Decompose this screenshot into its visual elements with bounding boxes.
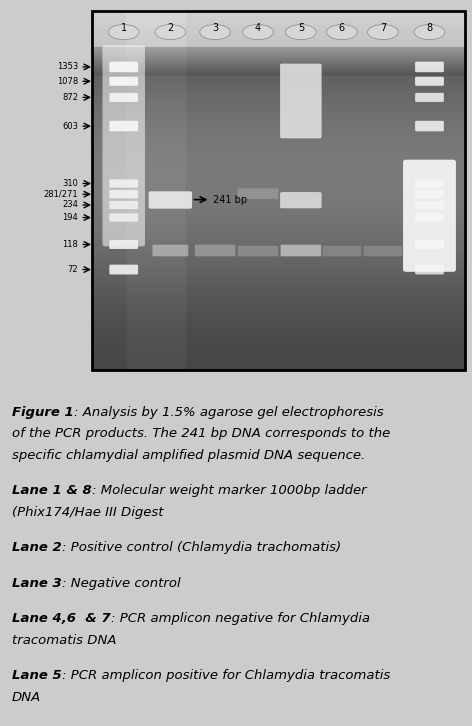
Ellipse shape xyxy=(155,25,185,40)
FancyBboxPatch shape xyxy=(415,201,444,209)
Text: : PCR amplicon negative for Chlamydia: : PCR amplicon negative for Chlamydia xyxy=(110,612,370,625)
FancyBboxPatch shape xyxy=(280,245,321,256)
FancyBboxPatch shape xyxy=(102,45,145,246)
FancyBboxPatch shape xyxy=(415,213,444,221)
Text: DNA: DNA xyxy=(12,691,41,704)
FancyBboxPatch shape xyxy=(149,192,192,208)
Text: : PCR amplicon positive for Chlamydia tracomatis: : PCR amplicon positive for Chlamydia tr… xyxy=(62,669,390,682)
FancyBboxPatch shape xyxy=(238,188,278,199)
FancyBboxPatch shape xyxy=(110,240,138,249)
FancyBboxPatch shape xyxy=(415,240,444,249)
Text: 1: 1 xyxy=(121,23,127,33)
FancyBboxPatch shape xyxy=(280,192,321,208)
Text: 241 bp: 241 bp xyxy=(213,195,247,205)
Ellipse shape xyxy=(243,25,273,40)
Text: 6: 6 xyxy=(339,23,345,33)
Text: 1078: 1078 xyxy=(57,77,78,86)
FancyBboxPatch shape xyxy=(238,246,278,256)
Text: 8: 8 xyxy=(426,23,432,33)
Text: 281/271: 281/271 xyxy=(43,189,78,199)
FancyBboxPatch shape xyxy=(152,245,188,256)
FancyBboxPatch shape xyxy=(110,265,138,274)
Text: 72: 72 xyxy=(67,265,78,274)
Text: 3: 3 xyxy=(212,23,218,33)
Text: 1353: 1353 xyxy=(57,62,78,71)
FancyBboxPatch shape xyxy=(110,190,138,198)
Text: Lane 1 & 8: Lane 1 & 8 xyxy=(12,484,92,497)
FancyBboxPatch shape xyxy=(415,121,444,131)
FancyBboxPatch shape xyxy=(110,93,138,102)
Text: specific chlamydial amplified plasmid DNA sequence.: specific chlamydial amplified plasmid DN… xyxy=(12,449,365,462)
Text: : Negative control: : Negative control xyxy=(62,576,180,590)
Ellipse shape xyxy=(109,25,139,40)
Text: 5: 5 xyxy=(298,23,304,33)
FancyBboxPatch shape xyxy=(415,62,444,72)
FancyBboxPatch shape xyxy=(110,62,138,72)
FancyBboxPatch shape xyxy=(415,77,444,86)
FancyBboxPatch shape xyxy=(110,179,138,187)
Text: 4: 4 xyxy=(255,23,261,33)
Ellipse shape xyxy=(414,25,445,40)
Ellipse shape xyxy=(200,25,230,40)
Text: 234: 234 xyxy=(62,200,78,210)
FancyBboxPatch shape xyxy=(110,121,138,131)
Text: : Positive control (Chlamydia trachomatis): : Positive control (Chlamydia trachomati… xyxy=(62,542,341,554)
FancyBboxPatch shape xyxy=(110,213,138,221)
Text: Lane 5: Lane 5 xyxy=(12,669,62,682)
FancyBboxPatch shape xyxy=(110,201,138,209)
Text: Lane 4,6  & 7: Lane 4,6 & 7 xyxy=(12,612,110,625)
Text: Lane 2: Lane 2 xyxy=(12,542,62,554)
Text: : Analysis by 1.5% agarose gel electrophoresis: : Analysis by 1.5% agarose gel electroph… xyxy=(74,406,383,419)
Text: 118: 118 xyxy=(62,240,78,249)
FancyBboxPatch shape xyxy=(280,64,321,139)
FancyBboxPatch shape xyxy=(415,179,444,187)
FancyBboxPatch shape xyxy=(195,245,236,256)
Ellipse shape xyxy=(286,25,316,40)
FancyBboxPatch shape xyxy=(403,160,456,272)
Bar xyxy=(92,12,465,370)
FancyBboxPatch shape xyxy=(363,246,402,256)
Text: 2: 2 xyxy=(167,23,174,33)
Text: tracomatis DNA: tracomatis DNA xyxy=(12,634,117,647)
Ellipse shape xyxy=(368,25,398,40)
Ellipse shape xyxy=(327,25,357,40)
Text: (Phix174/Hae III Digest: (Phix174/Hae III Digest xyxy=(12,506,163,518)
FancyBboxPatch shape xyxy=(322,246,361,256)
Text: 310: 310 xyxy=(62,179,78,188)
Text: 603: 603 xyxy=(62,121,78,131)
FancyBboxPatch shape xyxy=(415,265,444,274)
Text: 872: 872 xyxy=(62,93,78,102)
Text: 194: 194 xyxy=(62,213,78,222)
Text: Figure 1: Figure 1 xyxy=(12,406,74,419)
Text: : Molecular weight marker 1000bp ladder: : Molecular weight marker 1000bp ladder xyxy=(92,484,366,497)
FancyBboxPatch shape xyxy=(110,77,138,86)
Text: of the PCR products. The 241 bp DNA corresponds to the: of the PCR products. The 241 bp DNA corr… xyxy=(12,427,390,440)
Text: 7: 7 xyxy=(380,23,386,33)
FancyBboxPatch shape xyxy=(415,190,444,198)
FancyBboxPatch shape xyxy=(415,93,444,102)
Text: Lane 3: Lane 3 xyxy=(12,576,62,590)
